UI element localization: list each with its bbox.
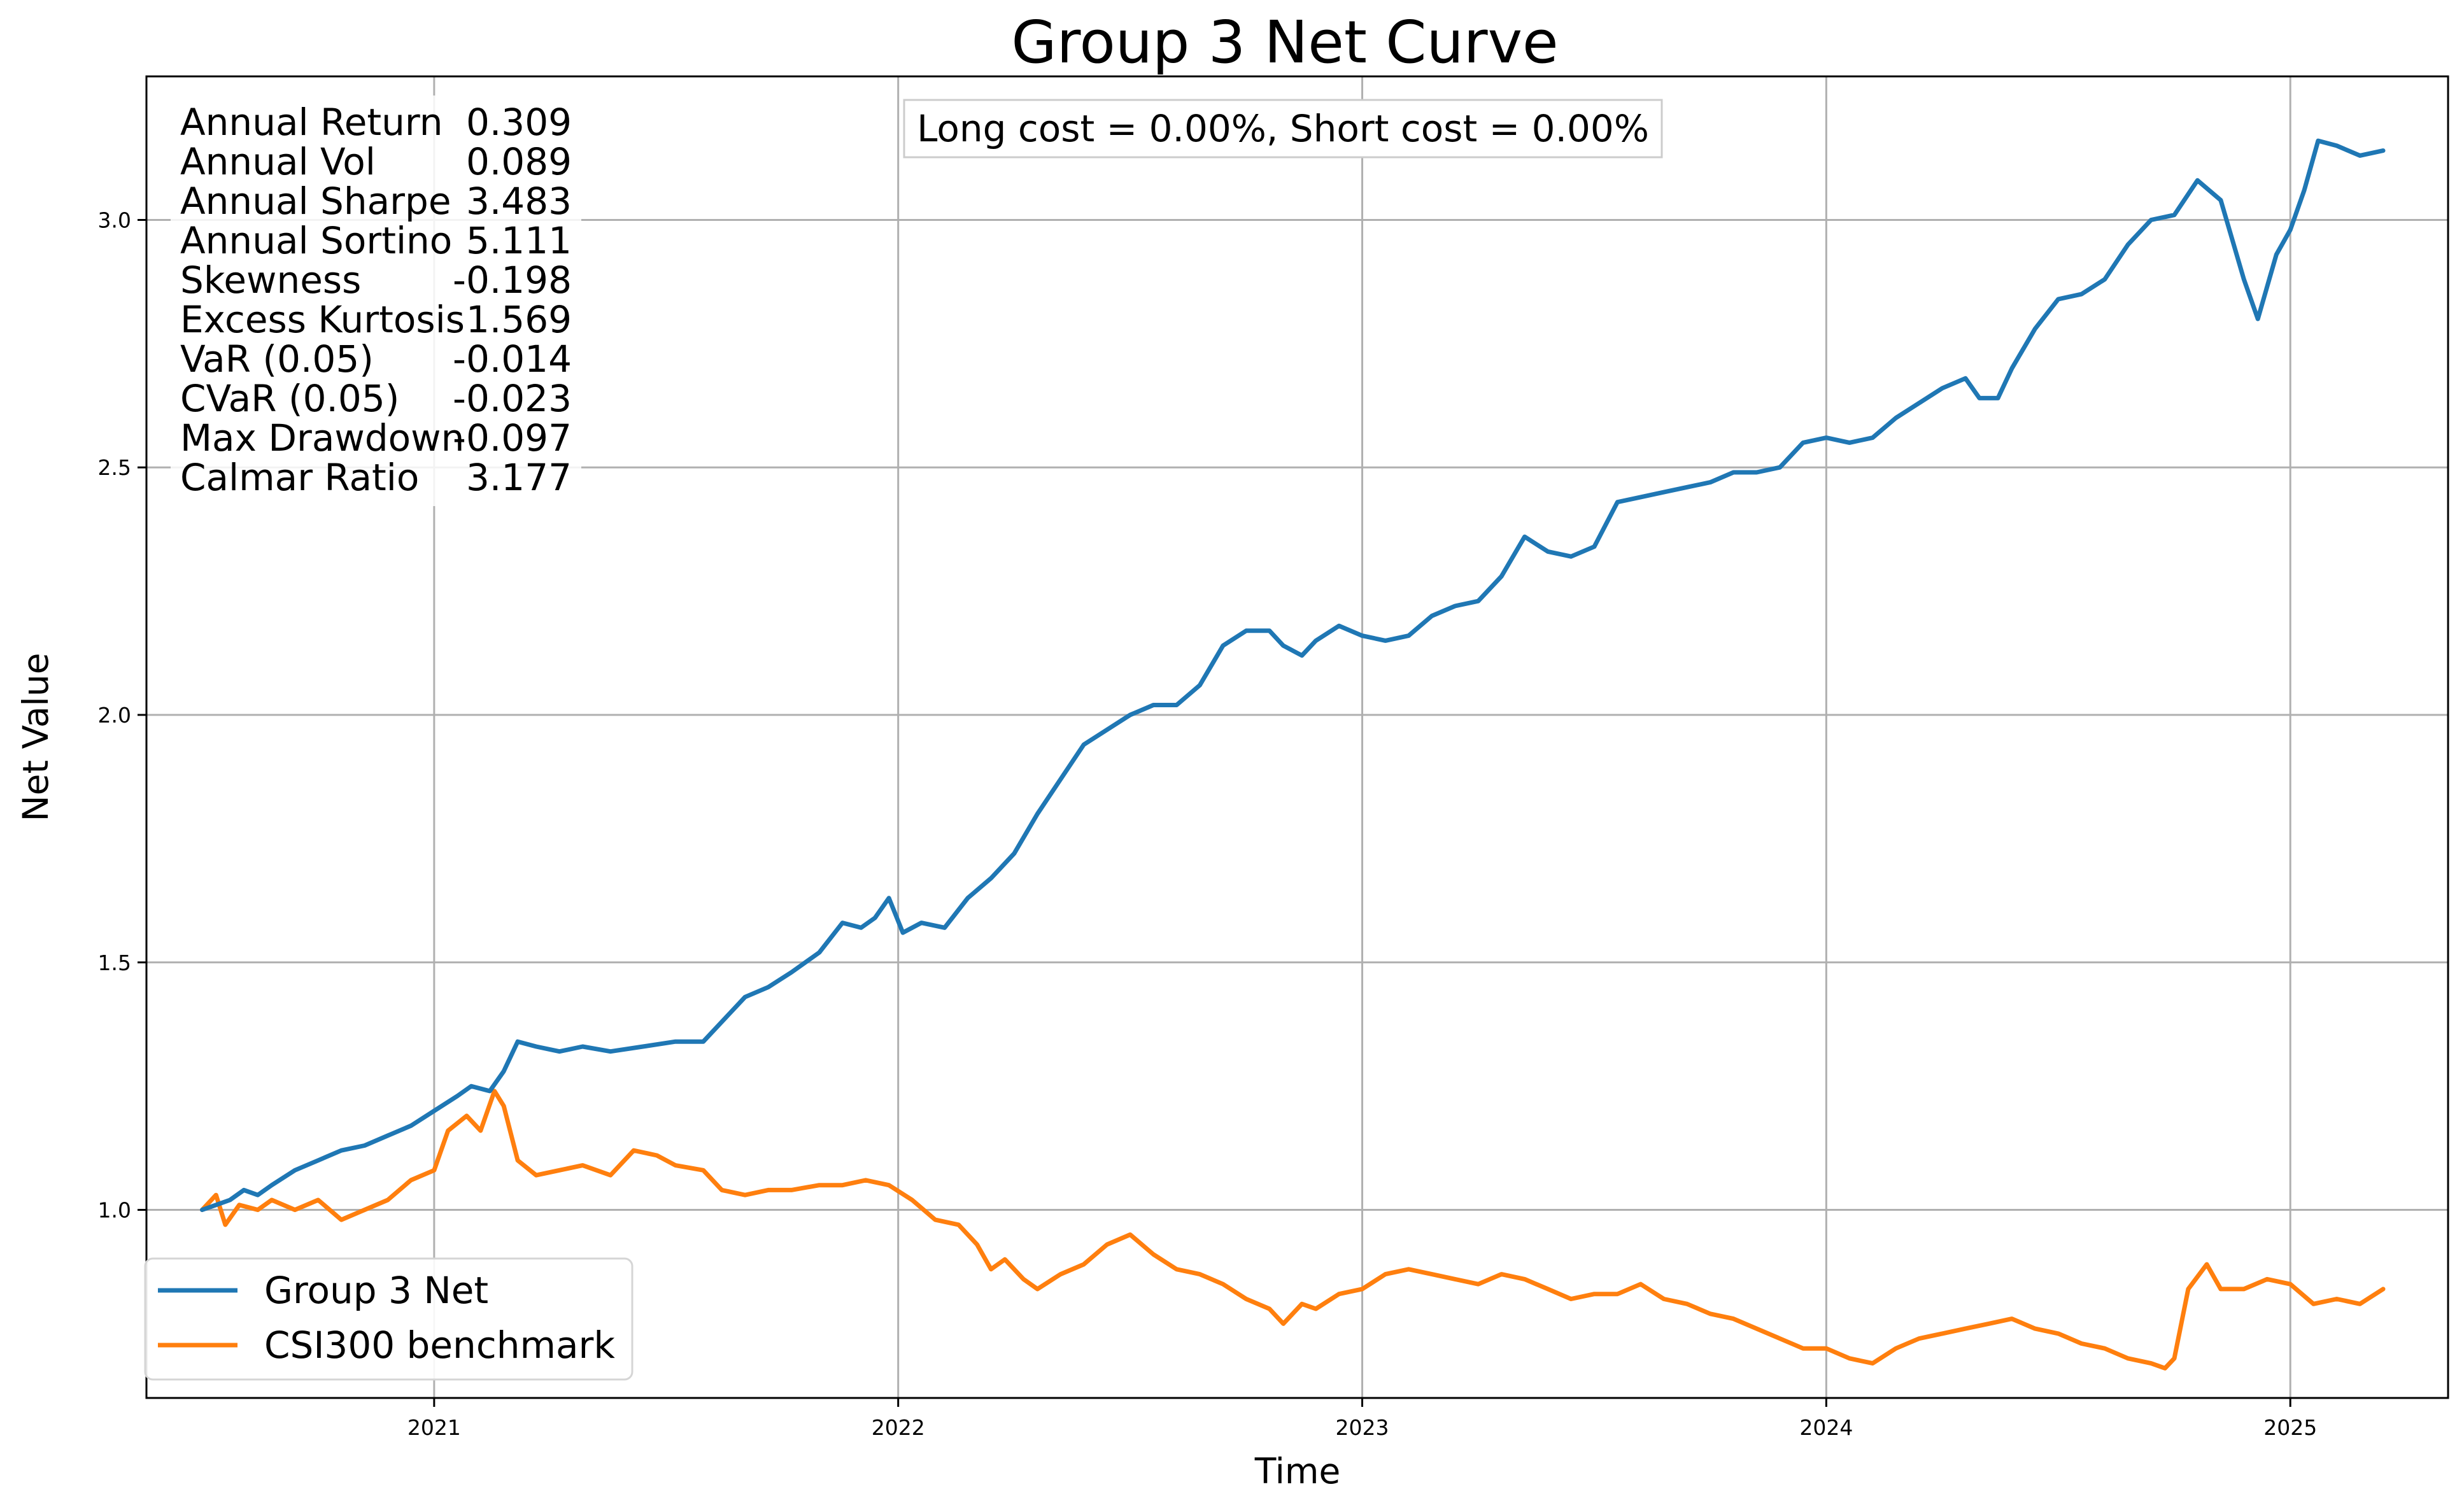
legend-entries: Group 3 Net CSI300 benchmark bbox=[158, 1269, 615, 1367]
series-line-group-3-net bbox=[200, 138, 2386, 1212]
chart-title: Group 3 Net Curve bbox=[1011, 8, 1558, 76]
series-line-csi300-benchmark bbox=[200, 1089, 2386, 1371]
stat-value: 3.177 bbox=[466, 456, 572, 499]
stat-label: Annual Vol bbox=[180, 140, 376, 183]
x-tick-label: 2025 bbox=[2263, 1415, 2317, 1440]
stat-value: -0.097 bbox=[453, 416, 572, 460]
axis-ticks: 2021 2022 2023 2024 2025 1.0 1.5 2.0 2.5 3.0 bbox=[98, 208, 2318, 1440]
y-tick-label: 1.0 bbox=[98, 1198, 131, 1223]
y-tick-label: 3.0 bbox=[98, 208, 131, 232]
x-tick-label: 2021 bbox=[407, 1415, 461, 1440]
stat-value: -0.198 bbox=[453, 258, 572, 302]
stat-value: -0.023 bbox=[453, 377, 572, 420]
x-axis-title: Time bbox=[1254, 1451, 1341, 1492]
legend-label: Group 3 Net bbox=[264, 1269, 488, 1312]
legend: Group 3 Net CSI300 benchmark bbox=[144, 1257, 634, 1381]
y-tick-label: 2.5 bbox=[98, 455, 131, 480]
cost-annotation-text: Long cost = 0.00%, Short cost = 0.00% bbox=[917, 107, 1649, 150]
series-lines bbox=[200, 138, 2386, 1371]
y-tick-label: 1.5 bbox=[98, 950, 131, 975]
legend-label: CSI300 benchmark bbox=[264, 1323, 615, 1367]
stats-list: Annual Return 0.309 Annual Vol 0.089 Annual … bbox=[180, 101, 572, 499]
stat-value: 5.111 bbox=[466, 219, 572, 262]
stat-label: Excess Kurtosis bbox=[180, 298, 465, 341]
stat-label: Annual Sortino bbox=[180, 219, 452, 262]
stats-box: Annual Return 0.309 Annual Vol 0.089 Annual … bbox=[171, 95, 581, 506]
stat-label: VaR (0.05) bbox=[180, 337, 374, 381]
stat-value: 1.569 bbox=[466, 298, 572, 341]
cost-annotation: Long cost = 0.00%, Short cost = 0.00% bbox=[903, 99, 1663, 159]
stat-label: Max Drawdown bbox=[180, 416, 464, 460]
stat-value: 0.089 bbox=[466, 140, 572, 183]
x-tick-label: 2024 bbox=[1799, 1415, 1853, 1440]
stat-label: CVaR (0.05) bbox=[180, 377, 399, 420]
stat-label: Annual Sharpe bbox=[180, 180, 451, 223]
y-tick-label: 2.0 bbox=[98, 703, 131, 728]
plot-frame bbox=[145, 75, 2449, 1399]
stat-value: 3.483 bbox=[466, 180, 572, 223]
stat-value: 0.309 bbox=[466, 101, 572, 144]
x-tick-label: 2022 bbox=[872, 1415, 925, 1440]
stat-value: -0.014 bbox=[453, 337, 572, 381]
stat-label: Annual Return bbox=[180, 101, 443, 144]
stats-box-background bbox=[171, 95, 581, 506]
cost-annotation-box bbox=[903, 99, 1663, 159]
stat-label: Calmar Ratio bbox=[180, 456, 419, 499]
y-axis-title: Net Value bbox=[15, 653, 56, 821]
legend-box bbox=[144, 1257, 634, 1381]
x-tick-label: 2023 bbox=[1336, 1415, 1389, 1440]
stat-label: Skewness bbox=[180, 258, 361, 302]
